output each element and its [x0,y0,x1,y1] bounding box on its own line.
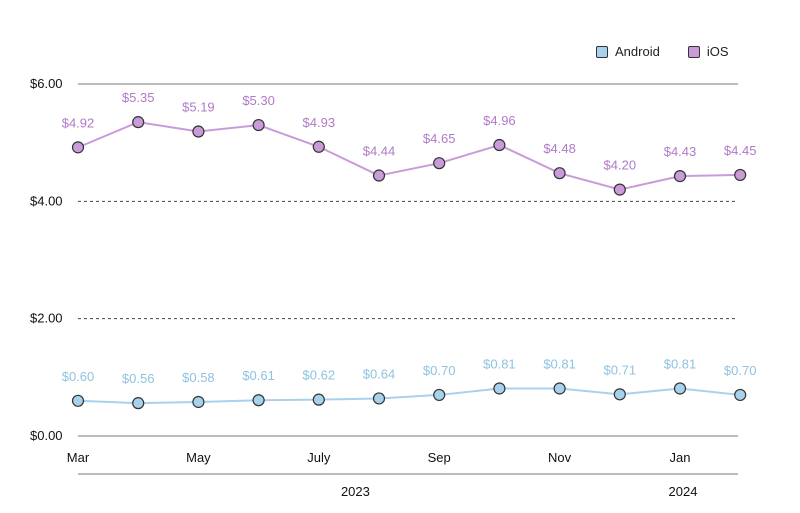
legend-item-android[interactable]: Android [596,44,660,59]
ios-data-label: $4.45 [724,143,757,158]
android-series-line [77,387,741,405]
x-tick-label: July [307,450,331,465]
android-data-point [71,394,85,407]
android-data-label: $0.56 [122,371,155,386]
y-tick-label: $4.00 [30,193,63,208]
legend: Android iOS [596,44,756,59]
year-label: 2023 [341,484,370,499]
android-data-point [252,394,265,407]
legend-label-ios: iOS [706,44,729,59]
android-swatch-icon [596,45,608,58]
android-data-point [433,388,446,402]
x-tick-label: Jan [670,450,691,465]
ios-data-label: $5.30 [242,93,275,108]
android-data-point [734,388,747,402]
ios-data-label: $4.93 [303,115,336,130]
ios-data-label: $4.65 [423,131,456,146]
ios-swatch-icon [687,45,700,58]
ios-data-label: $4.96 [483,113,516,128]
ios-data-point [673,170,687,183]
android-data-label: $0.60 [62,369,95,384]
x-tick-label: Nov [548,450,572,465]
ios-data-label: $4.43 [664,144,697,159]
android-data-point [132,397,145,410]
android-data-label: $0.81 [664,356,697,371]
legend-item-ios[interactable]: iOS [687,44,729,59]
ios-data-point [493,138,506,152]
android-data-label: $0.71 [604,362,637,377]
ios-series-line [77,121,741,191]
android-data-point [493,382,506,395]
y-tick-label: $0.00 [30,428,63,443]
android-data-label: $0.64 [363,366,396,381]
android-data-label: $0.70 [423,363,456,378]
x-tick-label: Mar [67,450,90,465]
ios-data-point [613,183,626,196]
android-data-point [673,382,687,395]
ios-data-point [312,140,325,153]
android-data-label: $0.70 [724,363,757,378]
ios-data-point [372,169,386,182]
x-tick-label: Sep [428,450,451,465]
android-data-point [613,388,626,401]
android-data-point [372,392,386,405]
ios-data-label: $4.48 [543,141,576,156]
legend-label-android: Android [615,44,660,59]
android-data-label: $0.61 [242,368,275,383]
android-data-label: $0.62 [303,368,336,383]
android-data-label: $0.81 [483,356,516,371]
android-data-point [553,382,566,395]
y-tick-label: $6.00 [30,76,63,91]
ios-data-point [71,141,85,154]
android-data-point [192,395,205,409]
ios-data-label: $5.35 [122,90,155,105]
year-label: 2024 [669,484,698,499]
ios-data-label: $4.44 [363,144,396,159]
ios-data-label: $4.92 [62,115,95,130]
android-data-point [312,393,325,406]
ios-data-point [252,118,265,132]
android-data-label: $0.58 [182,370,215,385]
ios-data-label: $5.19 [182,100,215,115]
ios-data-point [553,167,566,180]
ios-data-point [192,125,205,138]
ios-data-point [132,116,145,129]
ios-data-point [433,157,446,170]
android-data-label: $0.81 [543,356,576,371]
y-tick-label: $2.00 [30,311,63,326]
ios-data-point [734,168,747,182]
x-tick-label: May [186,450,211,465]
ios-data-label: $4.20 [604,158,637,173]
